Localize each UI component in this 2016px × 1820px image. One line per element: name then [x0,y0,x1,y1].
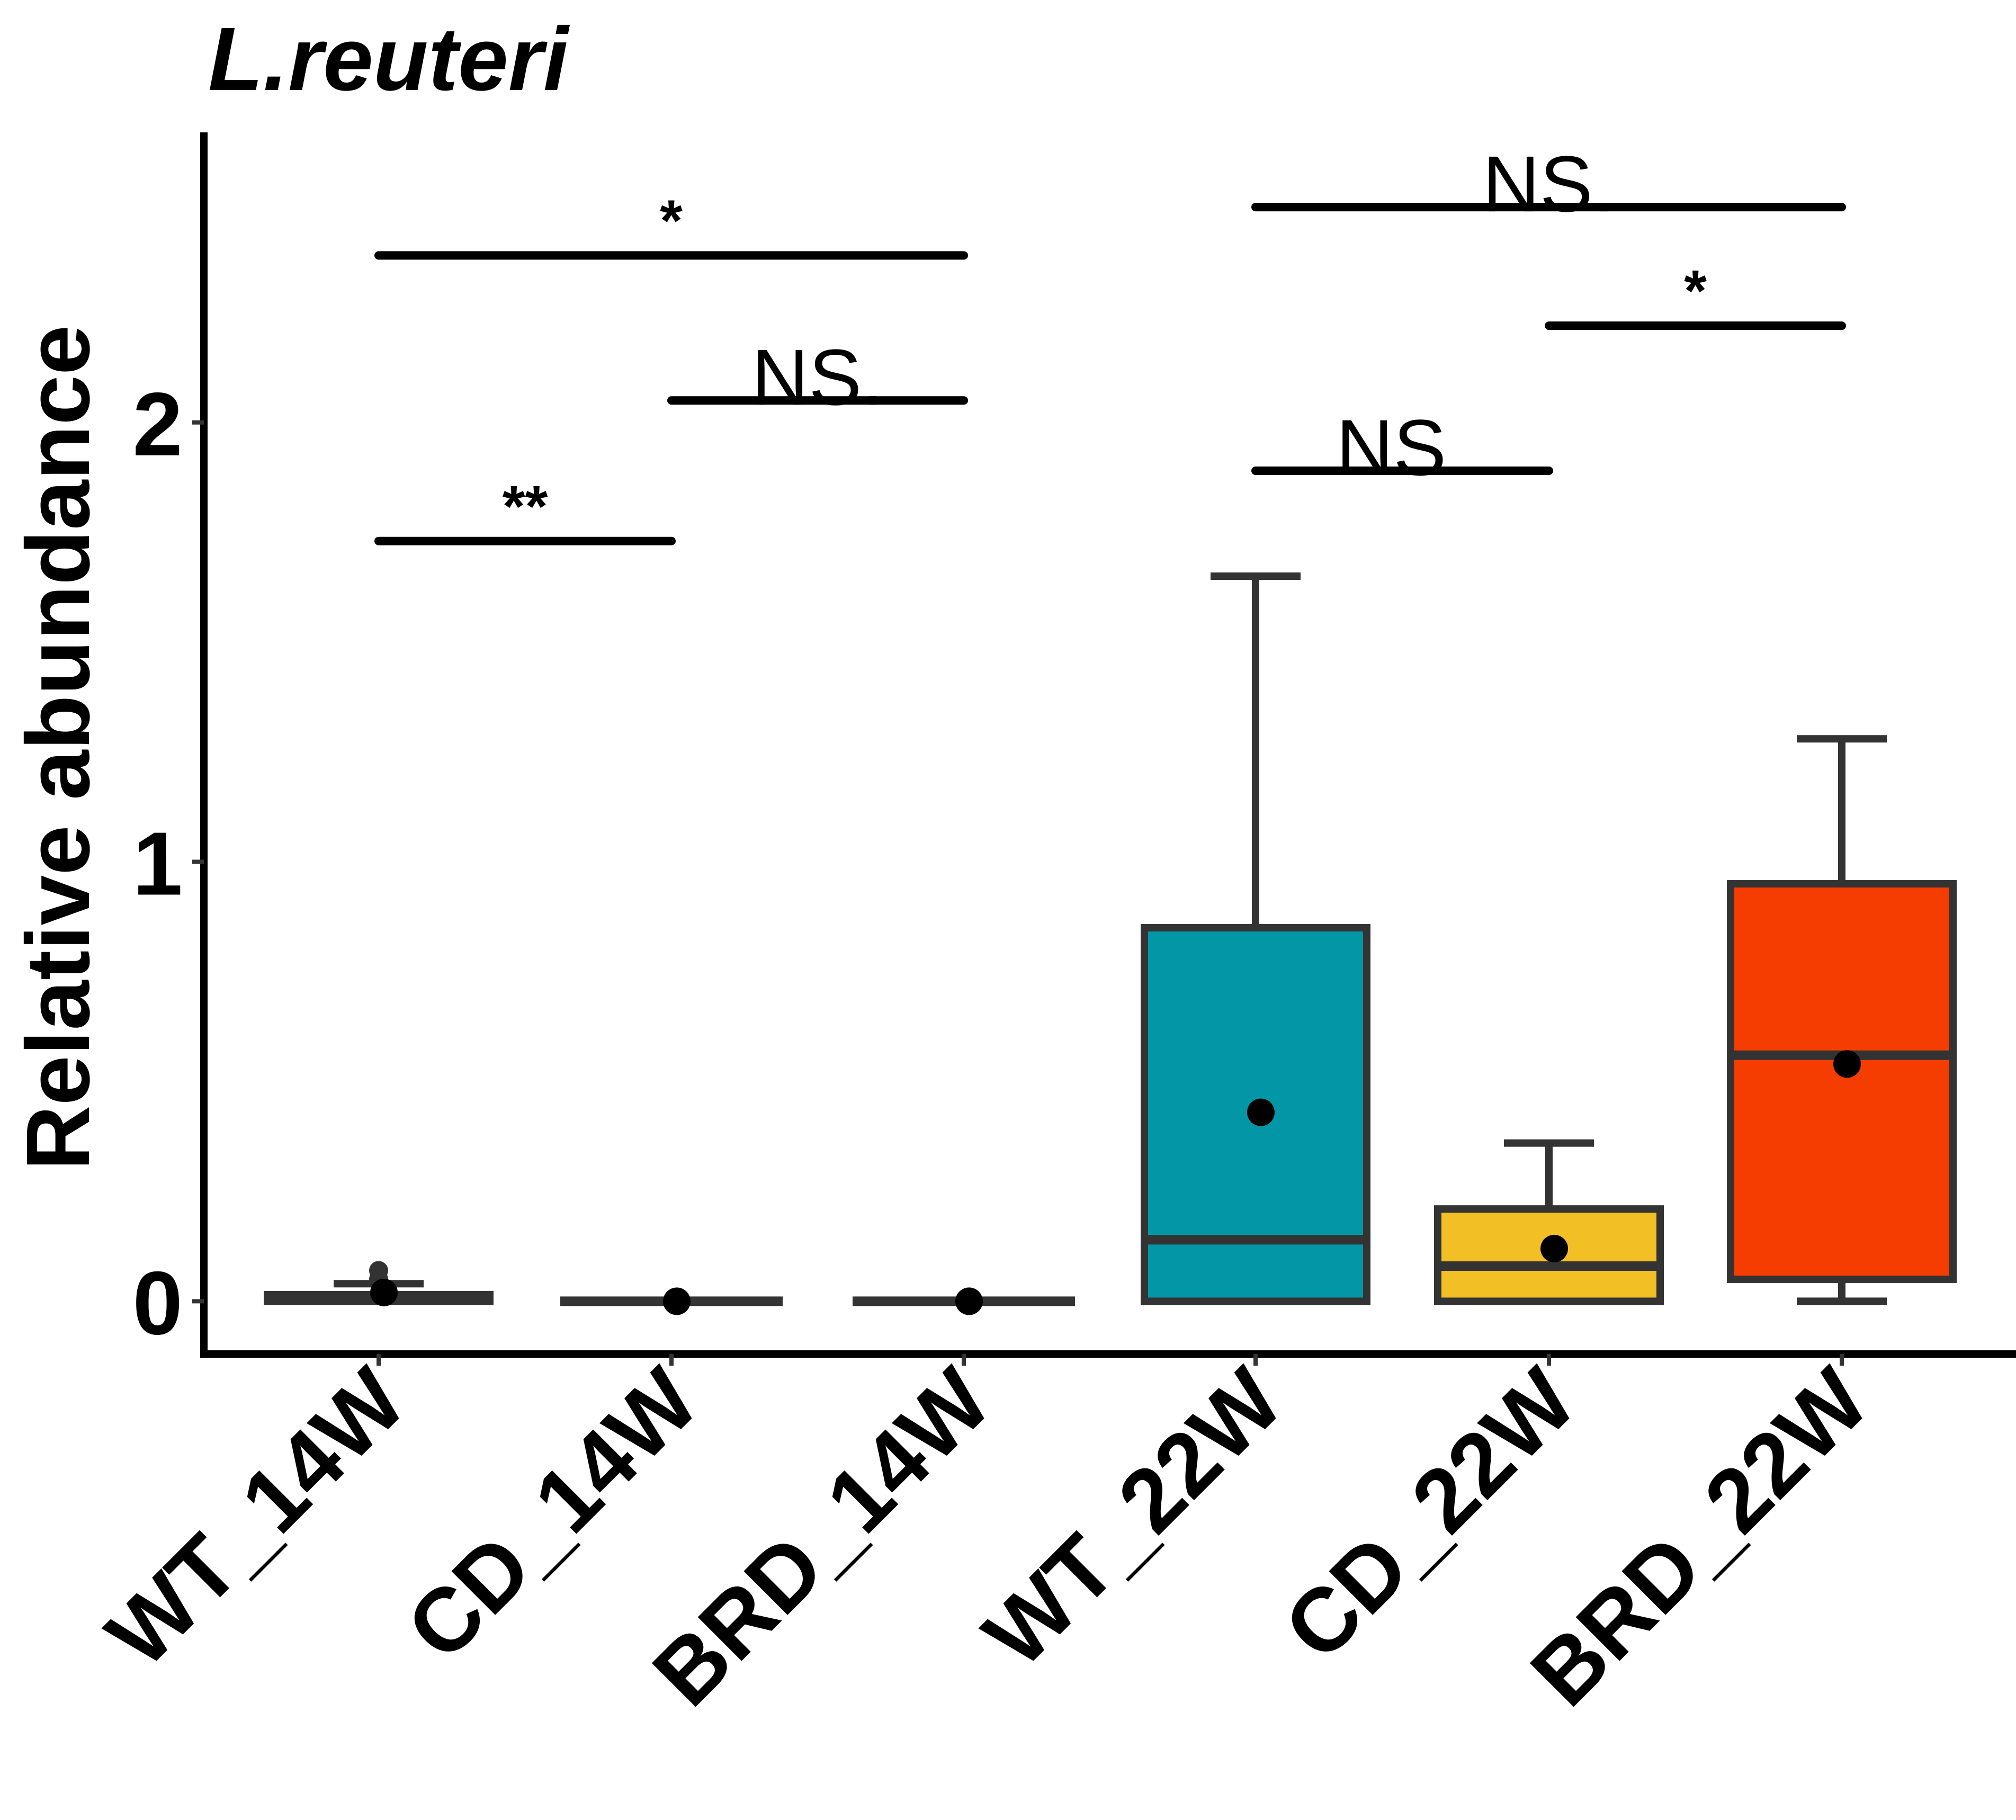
mean-point [370,1278,398,1306]
axes [200,132,2016,1358]
significance-label: ** [503,474,548,539]
significance-bracket: ** [374,474,676,545]
box-wt-14w [264,1261,494,1306]
significance-bracket: NS. [1251,139,1846,228]
mean-point [955,1287,983,1315]
mean-point [663,1287,691,1315]
mean-point [1247,1098,1275,1126]
mean-point [1833,1050,1861,1078]
box-body [1434,1205,1664,1305]
significance-label: * [660,188,683,253]
box-cd-22w [1434,1139,1664,1305]
significance-bracket: * [1545,258,1846,330]
chart-title: L.reuteri [208,9,570,110]
y-ticks: 0 1 2 [132,374,204,1353]
significance-label: NS. [751,333,884,422]
box-body [1727,880,1957,1283]
significance-label: * [1684,258,1707,324]
boxes [264,572,1957,1315]
significance-label: NS. [1482,139,1615,228]
x-tick-label: WT_22W [965,1349,1302,1686]
significance-bracket: * [374,188,968,260]
box-brd-14w [853,1287,1075,1315]
box-cd-14w [560,1287,783,1315]
significance-bracket: NS. [667,333,968,422]
y-axis-label: Relative abundance [8,325,109,1171]
y-tick-label: 2 [132,374,183,475]
significance-brackets: ** NS. * NS. * NS. [374,139,1846,545]
y-tick-label: 0 [132,1253,183,1353]
outlier-point [369,1261,388,1280]
mean-point [1540,1234,1568,1262]
box-brd-22w [1727,735,1957,1305]
y-tick-label: 1 [132,814,183,915]
significance-label: NS. [1336,403,1468,492]
significance-bracket: NS. [1251,403,1553,492]
x-tick-label: WT_14W [88,1349,425,1686]
box-wt-22w [1141,572,1370,1305]
